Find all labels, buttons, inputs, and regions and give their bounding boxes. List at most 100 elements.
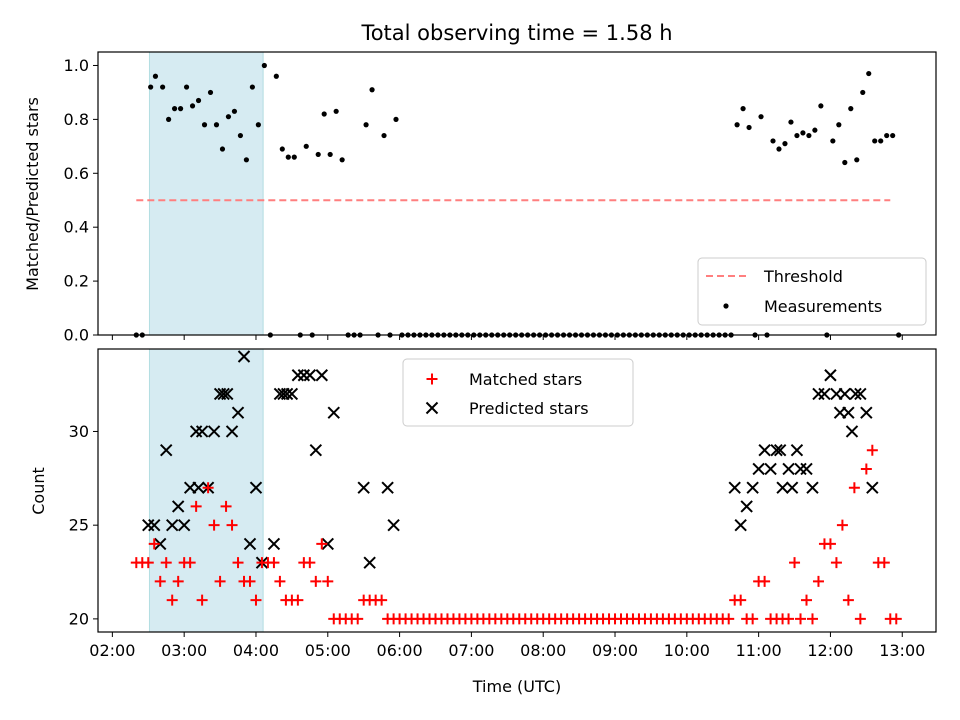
count-ytick-label: 30 (69, 422, 89, 441)
xtick-label: 02:00 (89, 641, 135, 660)
measurement-point (279, 146, 285, 152)
xtick-label: 10:00 (664, 641, 710, 660)
matched-point (160, 557, 172, 569)
matched-point (376, 594, 388, 606)
matched-point (322, 575, 334, 587)
predicted-point (776, 481, 789, 494)
measurement-point (842, 159, 848, 166)
predicted-point (794, 462, 807, 476)
measurement-point (770, 138, 776, 144)
predicted-point (321, 537, 334, 551)
predicted-point (854, 387, 867, 401)
measurement-point (339, 157, 345, 163)
legend-measurement-swatch (723, 303, 729, 309)
predicted-point (363, 556, 376, 569)
matched-point (214, 575, 226, 587)
measurement-point (806, 132, 812, 139)
matched-point (166, 594, 178, 606)
matched-point (806, 613, 818, 625)
predicted-point (764, 462, 777, 476)
predicted-point (387, 518, 400, 532)
predicted-point (818, 387, 831, 401)
measurement-point (363, 122, 369, 128)
predicted-point (171, 500, 185, 513)
predicted-point (746, 481, 759, 494)
predicted-point (773, 443, 787, 457)
matched-point (172, 575, 184, 587)
predicted-point (381, 481, 394, 494)
predicted-point (782, 462, 795, 476)
measurement-point (195, 97, 202, 104)
predicted-point (249, 481, 263, 494)
legend-predicted-swatch (425, 401, 439, 415)
measurement-point (207, 89, 214, 96)
measurement-point (872, 138, 878, 144)
predicted-point (243, 537, 257, 551)
matched-point (848, 482, 860, 494)
matched-point (812, 575, 824, 587)
predicted-point (740, 500, 753, 513)
ratio-ytick-label: 0.8 (64, 110, 89, 129)
predicted-point (734, 518, 747, 532)
ratio-ytick-label: 0.2 (64, 272, 89, 291)
legend-predicted-label: Predicted stars (469, 399, 589, 418)
measurement-point (884, 132, 890, 139)
predicted-point (800, 462, 813, 476)
predicted-point (291, 369, 305, 382)
measurement-point (219, 146, 226, 152)
predicted-point (165, 518, 179, 532)
matched-point (759, 575, 771, 587)
matched-point (250, 594, 262, 606)
predicted-point (790, 443, 804, 457)
measurement-point (776, 146, 782, 152)
predicted-point (154, 537, 167, 551)
measurement-point (171, 106, 178, 112)
measurement-point (848, 106, 854, 112)
measurement-point (333, 108, 339, 114)
measurement-point (393, 116, 399, 122)
predicted-point (327, 406, 340, 419)
matched-point (196, 594, 208, 606)
matched-point (208, 519, 220, 531)
measurement-point (327, 151, 333, 158)
xtick-label: 07:00 (448, 641, 494, 660)
measurement-point (243, 157, 250, 163)
measurement-point (160, 84, 166, 90)
matched-point (232, 557, 244, 569)
count-axes-frame (97, 348, 937, 633)
matched-point (154, 575, 166, 587)
predicted-point (785, 481, 799, 494)
predicted-point (728, 481, 741, 494)
chart-title: Total observing time = 1.58 h (360, 21, 672, 45)
predicted-point (207, 425, 221, 438)
ratio-legend: Threshold Measurements (697, 257, 927, 326)
predicted-point (148, 518, 161, 532)
predicted-point (849, 387, 862, 401)
xtick-label: 04:00 (233, 641, 279, 660)
measurement-point (189, 103, 196, 109)
measurement-point (237, 132, 244, 139)
count-matched-group (130, 444, 902, 625)
matched-point (830, 557, 842, 569)
measurement-point (854, 157, 860, 163)
measurement-point (818, 103, 824, 109)
measurement-point (249, 84, 255, 90)
count-ytick-label: 20 (69, 609, 89, 628)
predicted-point (225, 425, 239, 438)
matched-point (824, 538, 836, 550)
predicted-point (280, 387, 294, 401)
matched-point (842, 594, 854, 606)
matched-point (148, 538, 160, 550)
ratio-legend-box (697, 257, 927, 326)
measurement-point (860, 89, 866, 96)
measurement-point (369, 87, 375, 93)
measurement-point (231, 108, 238, 114)
measurement-point (890, 132, 896, 139)
xtick-label: 12:00 (807, 641, 853, 660)
measurement-point (261, 62, 267, 69)
predicted-point (237, 350, 251, 363)
count-legend: Matched stars Predicted stars (402, 358, 634, 427)
measurement-point (152, 73, 159, 79)
predicted-point (315, 369, 329, 382)
